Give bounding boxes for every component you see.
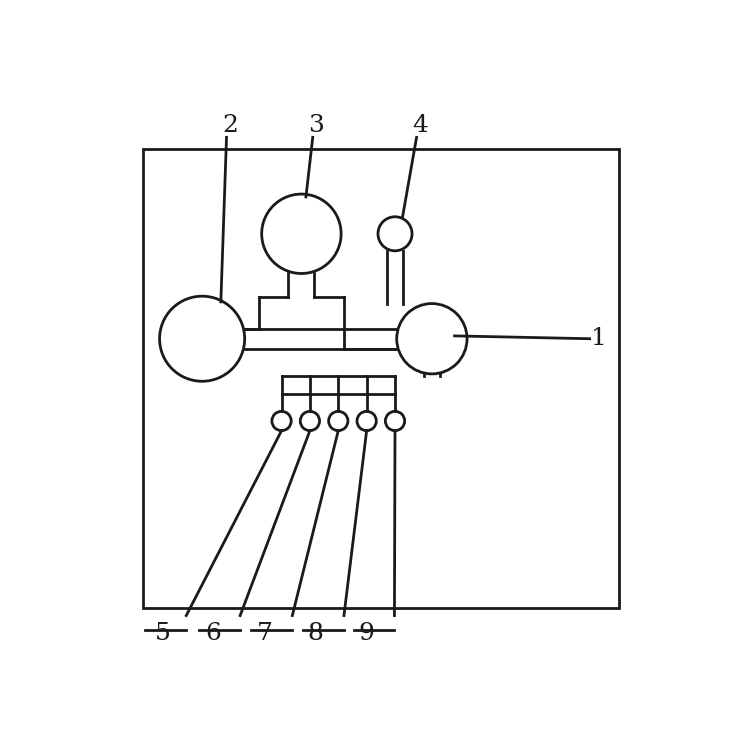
Text: 6: 6 [206,622,221,646]
Text: 2: 2 [223,115,239,137]
Bar [143,149,619,609]
Text: 5: 5 [154,622,171,646]
Text: 7: 7 [257,622,272,646]
Text: 3: 3 [307,115,324,137]
Text: 9: 9 [359,622,375,646]
Text: 4: 4 [413,115,428,137]
Text: 1: 1 [591,327,607,350]
Text: 8: 8 [307,622,324,646]
